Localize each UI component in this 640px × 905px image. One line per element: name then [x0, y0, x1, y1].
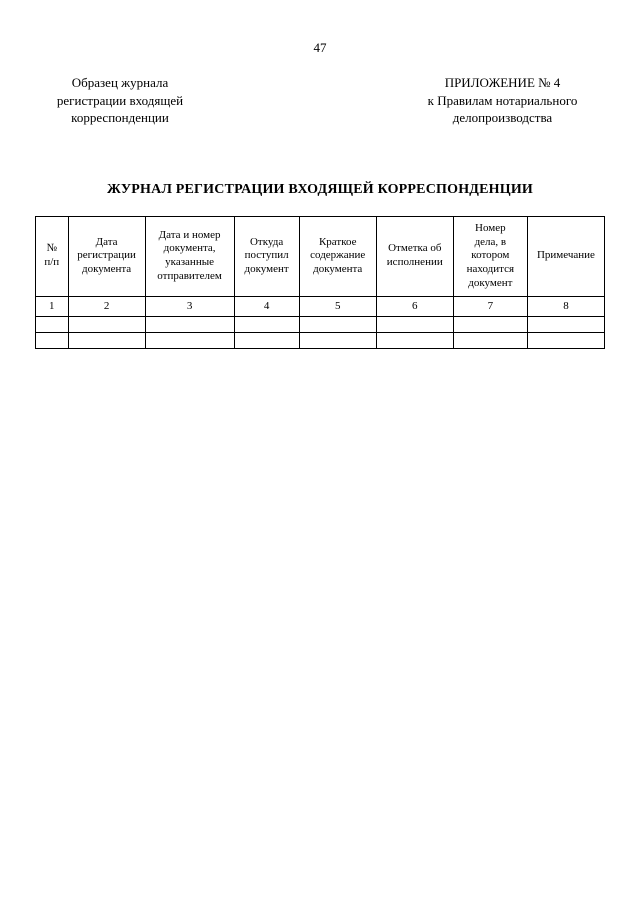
document-title: ЖУРНАЛ РЕГИСТРАЦИИ ВХОДЯЩЕЙ КОРРЕСПОНДЕН…	[35, 182, 605, 198]
cell	[376, 333, 453, 349]
cell	[36, 333, 69, 349]
header-left-line1: Образец журнала	[35, 74, 205, 92]
cell	[453, 333, 527, 349]
cell	[299, 317, 376, 333]
col-header-5: Отметка обисполнении	[376, 216, 453, 296]
numcell-6: 7	[453, 296, 527, 317]
col-header-1: Датарегистрациидокумента	[68, 216, 145, 296]
cell	[376, 317, 453, 333]
page-number: 47	[35, 40, 605, 56]
cell	[68, 333, 145, 349]
table-row	[36, 333, 605, 349]
header-left-line3: корреспонденции	[35, 109, 205, 127]
table-number-row: 1 2 3 4 5 6 7 8	[36, 296, 605, 317]
numcell-3: 4	[234, 296, 299, 317]
table-header-row: №п/п Датарегистрациидокумента Дата и ном…	[36, 216, 605, 296]
header-right: ПРИЛОЖЕНИЕ № 4 к Правилам нотариального …	[400, 74, 605, 127]
col-header-2: Дата и номердокумента,указанныеотправите…	[145, 216, 234, 296]
header-left-line2: регистрации входящей	[35, 92, 205, 110]
header-left: Образец журнала регистрации входящей кор…	[35, 74, 205, 127]
col-header-4: Краткоесодержаниедокумента	[299, 216, 376, 296]
cell	[527, 333, 604, 349]
header-right-line2: к Правилам нотариального	[400, 92, 605, 110]
cell	[145, 317, 234, 333]
numcell-5: 6	[376, 296, 453, 317]
table-row	[36, 317, 605, 333]
numcell-2: 3	[145, 296, 234, 317]
cell	[36, 317, 69, 333]
numcell-0: 1	[36, 296, 69, 317]
cell	[234, 317, 299, 333]
header-right-line3: делопроизводства	[400, 109, 605, 127]
col-header-6: Номердела, вкоторомнаходитсядокумент	[453, 216, 527, 296]
header-row: Образец журнала регистрации входящей кор…	[35, 74, 605, 127]
numcell-7: 8	[527, 296, 604, 317]
cell	[299, 333, 376, 349]
col-header-3: Откудапоступилдокумент	[234, 216, 299, 296]
col-header-0: №п/п	[36, 216, 69, 296]
numcell-4: 5	[299, 296, 376, 317]
cell	[68, 317, 145, 333]
numcell-1: 2	[68, 296, 145, 317]
header-right-line1: ПРИЛОЖЕНИЕ № 4	[400, 74, 605, 92]
registration-table: №п/п Датарегистрациидокумента Дата и ном…	[35, 216, 605, 350]
cell	[527, 317, 604, 333]
cell	[145, 333, 234, 349]
cell	[234, 333, 299, 349]
cell	[453, 317, 527, 333]
col-header-7: Примечание	[527, 216, 604, 296]
